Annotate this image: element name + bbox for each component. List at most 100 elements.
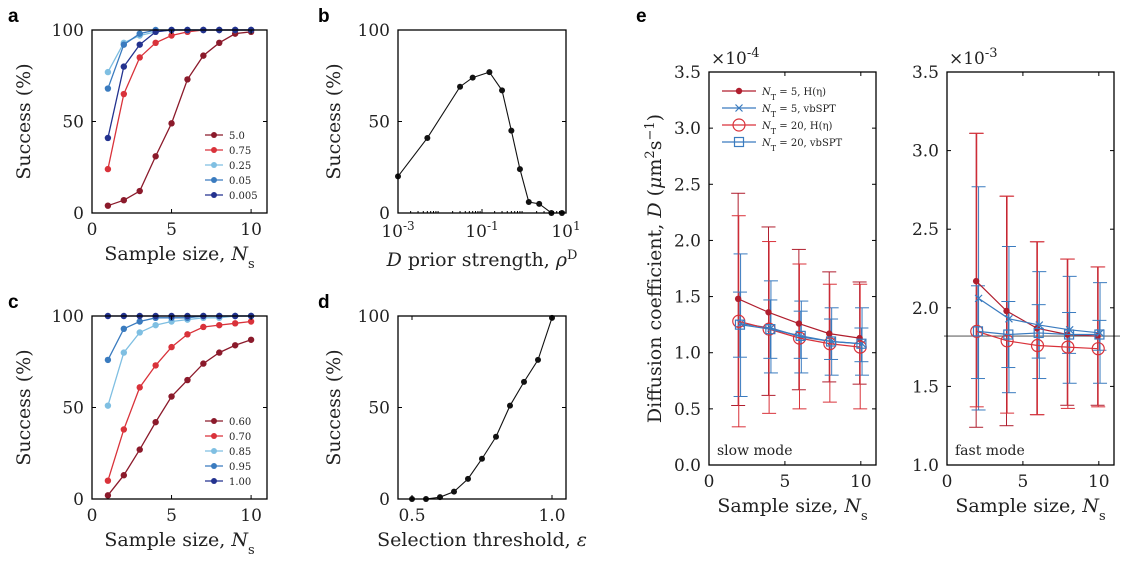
series-line-e-fast-2	[976, 330, 1099, 350]
axis-multiplier-e-fast: ×10-3	[949, 46, 998, 70]
data-point-e-slow-3	[856, 338, 867, 349]
plot-frame-d	[397, 315, 567, 500]
data-point-c-2	[136, 329, 143, 336]
data-point-c-0	[152, 418, 159, 426]
legend-label-c-1: 0.70	[229, 432, 251, 443]
legend-marker-a-1	[211, 147, 217, 153]
data-point-a-4	[120, 63, 128, 70]
data-point-b	[457, 83, 464, 90]
legend-marker-a-0	[211, 132, 217, 138]
data-point-a-3	[104, 85, 112, 92]
x-tick-label-b: 10-3	[381, 219, 414, 242]
data-point-d	[521, 378, 527, 385]
data-point-c-0	[168, 393, 175, 400]
data-point-e-slow-0	[734, 295, 742, 303]
y-tick-label-b: 50	[368, 113, 390, 133]
data-point-e-fast-3	[1094, 329, 1105, 340]
data-point-b	[499, 87, 506, 94]
data-point-c-3	[136, 318, 143, 325]
x-tick-label-a: 0	[87, 220, 98, 240]
series-line-c-1	[107, 320, 252, 481]
y-tick-label-a: 50	[62, 113, 84, 133]
legend-marker-e-1	[735, 104, 743, 112]
x-tick-label-a: 5	[166, 220, 177, 240]
legend-label-a-2: 0.25	[229, 161, 251, 172]
y-axis-label-b: Success (%)	[323, 63, 345, 179]
data-point-e-slow-0	[795, 320, 803, 327]
series-line-e-slow-3	[739, 324, 862, 345]
y-tick-label-e-fast: 3.0	[912, 142, 939, 162]
data-point-e-fast-1	[1035, 321, 1044, 330]
data-point-e-slow-3	[795, 330, 806, 341]
x-tick-label-c: 0	[87, 506, 98, 526]
series-line-a-4	[107, 29, 252, 139]
data-point-c-1	[200, 323, 207, 331]
series-line-b	[397, 71, 562, 214]
data-point-b	[424, 134, 431, 141]
x-tick-label-e-slow: 0	[704, 472, 715, 492]
data-point-a-4	[136, 41, 143, 48]
x-axis-label-a: Sample size, Ns	[104, 243, 254, 272]
y-tick-label-a: 100	[52, 21, 84, 41]
data-point-a-0	[216, 39, 223, 47]
y-tick-label-e-fast: 1.5	[912, 377, 939, 397]
y-tick-label-e-fast: 2.5	[912, 220, 939, 240]
data-point-d	[493, 433, 499, 440]
legend-label-a-0: 5.0	[229, 131, 245, 142]
y-tick-label-e-slow: 2.0	[674, 231, 701, 251]
y-tick-label-e-fast: 3.5	[912, 63, 939, 83]
data-point-e-fast-0	[972, 277, 980, 285]
data-point-a-4	[104, 134, 112, 142]
x-tick-label-e-slow: 10	[850, 472, 872, 492]
panel-label-b: b	[318, 6, 330, 27]
x-axis-label-d: Selection threshold, ε	[377, 529, 587, 551]
data-point-e-fast-3	[972, 326, 984, 337]
panel-label-a: a	[8, 6, 19, 27]
legend-label-e-0: NT = 5, H(η)	[761, 87, 826, 102]
y-tick-label-e-slow: 3.5	[674, 63, 701, 83]
data-point-a-0	[200, 52, 207, 59]
data-point-d	[479, 455, 485, 462]
data-point-d	[535, 356, 541, 363]
data-point-b	[536, 200, 543, 207]
data-point-a-1	[120, 90, 128, 98]
legend-label-e-3: NT = 20, vbSPT	[761, 138, 843, 153]
y-tick-label-e-slow: 0.0	[674, 456, 701, 476]
series-line-e-fast-3	[977, 330, 1100, 336]
legend-label-a-3: 0.05	[229, 176, 251, 187]
data-point-e-slow-0	[765, 309, 772, 316]
data-point-c-1	[247, 318, 255, 325]
x-tick-label-e-fast: 5	[1017, 472, 1028, 492]
legend-marker-e-2	[732, 118, 746, 132]
y-tick-label-e-fast: 1.0	[912, 456, 939, 476]
data-point-a-3	[136, 30, 143, 37]
y-tick-label-e-fast: 2.0	[912, 299, 939, 319]
x-axis-label-c: Sample size, Ns	[104, 529, 254, 558]
x-tick-label-c: 5	[166, 506, 177, 526]
data-point-c-1	[216, 321, 223, 329]
legend-label-e-2: NT = 20, H(η)	[761, 121, 833, 136]
data-point-e-slow-3	[825, 336, 837, 347]
x-tick-label-a: 10	[240, 220, 262, 240]
data-point-a-2	[104, 68, 112, 76]
y-tick-label-c: 50	[62, 399, 84, 419]
data-point-a-1	[168, 32, 175, 39]
series-line-c-3	[107, 315, 252, 361]
data-point-a-1	[136, 54, 143, 61]
data-point-b	[508, 127, 515, 134]
data-point-c-1	[136, 384, 143, 391]
annotation-e-fast: fast mode	[955, 443, 1025, 459]
y-tick-label-b: 0	[379, 204, 390, 224]
series-line-a-0	[107, 31, 252, 207]
data-point-c-2	[152, 321, 159, 329]
data-point-c-0	[136, 446, 143, 453]
data-point-c-1	[184, 331, 191, 338]
x-axis-label-e-slow: Sample size, Ns	[717, 495, 867, 524]
legend-label-c-0: 0.60	[229, 417, 251, 428]
legend-marker-a-3	[211, 177, 217, 183]
y-tick-label-d: 50	[368, 399, 390, 419]
data-point-d	[451, 488, 457, 495]
data-point-e-fast-1	[1005, 314, 1013, 323]
x-tick-label-e-slow: 5	[779, 472, 790, 492]
data-point-c-1	[168, 343, 175, 351]
